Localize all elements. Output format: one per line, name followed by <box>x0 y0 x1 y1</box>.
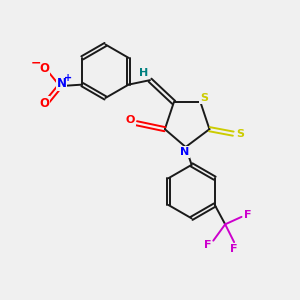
Text: N: N <box>56 77 66 90</box>
Text: +: + <box>64 73 72 83</box>
Text: F: F <box>244 210 252 220</box>
Text: F: F <box>204 240 211 250</box>
Text: N: N <box>180 147 189 158</box>
Text: S: S <box>236 129 244 139</box>
Text: F: F <box>230 244 238 254</box>
Text: O: O <box>125 115 135 125</box>
Text: O: O <box>39 98 49 110</box>
Text: −: − <box>31 57 41 70</box>
Text: H: H <box>139 68 148 78</box>
Text: S: S <box>200 93 208 103</box>
Text: O: O <box>39 62 49 75</box>
